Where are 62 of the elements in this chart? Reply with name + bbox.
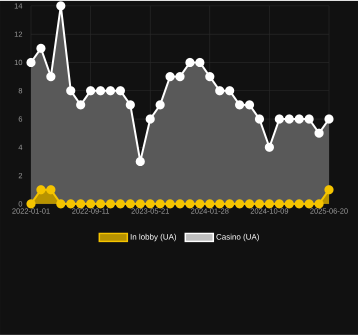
point <box>235 100 244 110</box>
point <box>136 156 145 166</box>
point <box>165 72 175 82</box>
point <box>126 100 135 110</box>
point <box>304 199 314 209</box>
point <box>254 199 264 209</box>
point <box>195 199 204 209</box>
point <box>254 114 264 124</box>
point <box>56 1 66 11</box>
point <box>66 86 76 96</box>
point <box>244 199 254 209</box>
point <box>284 199 294 209</box>
point <box>225 199 234 209</box>
point <box>56 199 66 209</box>
point <box>165 199 175 209</box>
point <box>76 199 86 209</box>
point <box>185 199 195 209</box>
point <box>235 199 244 209</box>
point <box>46 185 56 194</box>
point <box>284 114 294 124</box>
point <box>46 72 56 82</box>
point <box>195 58 204 68</box>
point <box>324 185 334 194</box>
point <box>26 199 36 209</box>
point <box>96 199 106 209</box>
point <box>304 114 314 124</box>
point <box>146 114 155 124</box>
point <box>314 199 324 209</box>
point <box>76 100 86 110</box>
point <box>264 142 274 152</box>
point <box>26 58 36 68</box>
point <box>146 199 155 209</box>
point <box>264 199 274 209</box>
point <box>86 199 96 209</box>
point <box>116 86 125 96</box>
point <box>86 86 96 96</box>
point <box>314 128 324 138</box>
point <box>294 199 304 209</box>
point <box>274 114 284 124</box>
point <box>156 100 165 110</box>
point <box>244 100 254 110</box>
point <box>274 199 284 209</box>
point <box>215 199 224 209</box>
point <box>116 199 125 209</box>
point <box>36 185 46 194</box>
point <box>126 199 135 209</box>
point <box>106 86 116 96</box>
point <box>106 199 116 209</box>
point <box>294 114 304 124</box>
point <box>205 199 214 209</box>
point <box>205 72 214 82</box>
point <box>225 86 234 96</box>
point <box>66 199 76 209</box>
point <box>156 199 165 209</box>
point <box>215 86 224 96</box>
point <box>185 58 195 68</box>
point <box>175 199 185 209</box>
point <box>324 114 334 124</box>
point <box>96 86 106 96</box>
point <box>36 44 46 53</box>
point <box>136 199 145 209</box>
point <box>175 72 185 82</box>
